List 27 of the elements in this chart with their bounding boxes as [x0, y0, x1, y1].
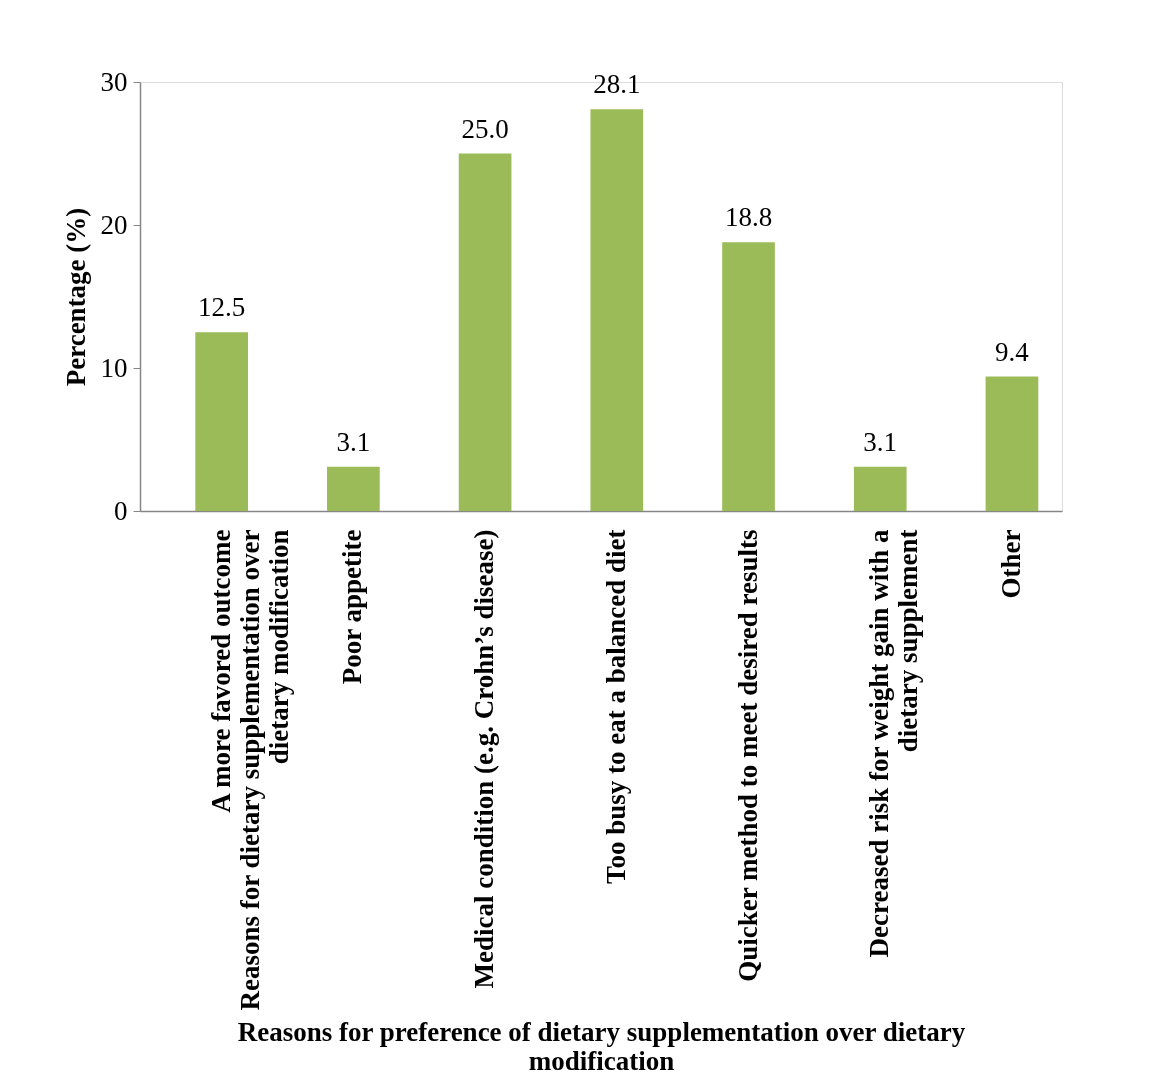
data-label: 3.1 — [336, 426, 371, 457]
data-label: 25.0 — [461, 113, 509, 144]
y-tick-label: 30 — [100, 66, 128, 97]
data-label: 9.4 — [995, 336, 1030, 367]
data-label: 3.1 — [863, 426, 898, 457]
data-label: 18.8 — [724, 202, 773, 233]
x-axis-title: Reasons for preference of dietary supplementation over dietary modification — [237, 1016, 966, 1076]
bar — [458, 153, 512, 511]
data-label: 28.1 — [593, 69, 641, 100]
bar — [853, 466, 907, 511]
y-tick-label: 20 — [100, 209, 128, 240]
x-tick-label: A more favored outcome Reasons for dietary supplementation over dietary modification — [205, 529, 294, 1011]
x-tick-label: Decreased risk for weight gain with a dietary supplement — [864, 529, 924, 958]
y-tick-label: 10 — [100, 352, 128, 383]
y-tick-label: 0 — [114, 495, 128, 526]
bar — [722, 242, 775, 511]
x-tick-label: Other — [995, 529, 1026, 599]
bar — [327, 466, 380, 511]
y-axis-title: Percentage (%) — [60, 207, 91, 387]
data-label: 12.5 — [198, 292, 246, 323]
x-tick-label: Quicker method to meet desired results — [732, 529, 763, 982]
bar — [985, 376, 1039, 511]
bar — [590, 109, 644, 511]
x-tick-label: Poor appetite — [337, 529, 368, 685]
bar — [195, 332, 249, 511]
x-tick-label: Too busy to eat a balanced diet — [600, 529, 631, 885]
x-tick-label: Medical condition (e.g. Crohn’s disease) — [469, 529, 500, 989]
